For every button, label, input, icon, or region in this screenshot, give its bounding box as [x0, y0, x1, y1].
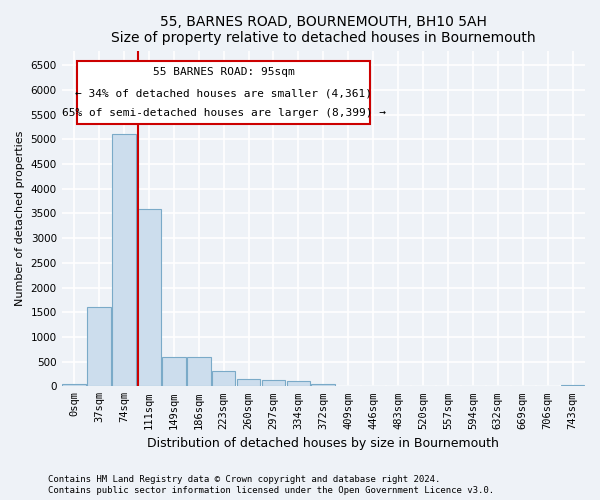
- Bar: [262, 380, 286, 386]
- Text: 65% of semi-detached houses are larger (8,399) →: 65% of semi-detached houses are larger (…: [62, 108, 386, 118]
- Text: 55 BARNES ROAD: 95sqm: 55 BARNES ROAD: 95sqm: [153, 67, 295, 77]
- Bar: [287, 381, 310, 386]
- Bar: [187, 356, 211, 386]
- Bar: [237, 379, 260, 386]
- Bar: [311, 384, 335, 386]
- Y-axis label: Number of detached properties: Number of detached properties: [15, 130, 25, 306]
- Bar: [162, 356, 185, 386]
- Bar: [62, 384, 86, 386]
- Text: ← 34% of detached houses are smaller (4,361): ← 34% of detached houses are smaller (4,…: [76, 89, 373, 99]
- Title: 55, BARNES ROAD, BOURNEMOUTH, BH10 5AH
Size of property relative to detached hou: 55, BARNES ROAD, BOURNEMOUTH, BH10 5AH S…: [111, 15, 536, 45]
- FancyBboxPatch shape: [77, 60, 370, 124]
- Bar: [112, 134, 136, 386]
- Bar: [561, 385, 584, 386]
- Bar: [87, 308, 111, 386]
- Text: Contains public sector information licensed under the Open Government Licence v3: Contains public sector information licen…: [48, 486, 494, 495]
- X-axis label: Distribution of detached houses by size in Bournemouth: Distribution of detached houses by size …: [148, 437, 499, 450]
- Bar: [137, 208, 161, 386]
- Text: Contains HM Land Registry data © Crown copyright and database right 2024.: Contains HM Land Registry data © Crown c…: [48, 475, 440, 484]
- Bar: [212, 372, 235, 386]
